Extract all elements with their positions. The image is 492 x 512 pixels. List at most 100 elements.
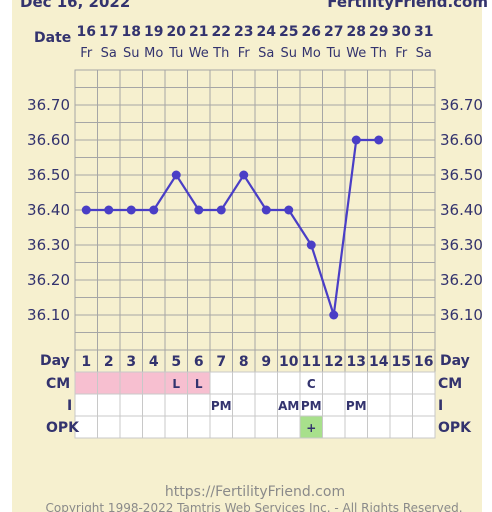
cm-cell-value: L: [195, 377, 203, 391]
date-label: Date: [34, 30, 71, 46]
date-number: 23: [234, 24, 253, 40]
y-tick-right: 36.20: [440, 271, 483, 289]
weekday-label: We: [189, 46, 209, 61]
i-cell: [389, 393, 413, 417]
y-tick-left: 36.20: [27, 271, 70, 289]
date-number: 16: [77, 24, 96, 40]
opk-cell-value: +: [306, 421, 316, 435]
opk-cell: [389, 415, 413, 439]
cm-cell: [74, 371, 98, 395]
y-tick-right: 36.50: [440, 166, 483, 184]
i-cell: [74, 393, 98, 417]
i-cell-value: AM: [278, 399, 299, 413]
i-row-label-right: I: [438, 398, 443, 414]
i-cell: [187, 393, 211, 417]
cycle-day-number: 5: [171, 354, 181, 370]
weekday-label: Mo: [302, 46, 321, 61]
i-cell: [97, 393, 121, 417]
opk-cell: [142, 415, 166, 439]
i-cell: [232, 393, 256, 417]
temperature-point: [261, 205, 271, 215]
y-tick-left: 36.70: [27, 96, 70, 114]
cm-cell: [412, 371, 436, 395]
temperature-point: [239, 170, 249, 180]
temperature-point: [104, 205, 114, 215]
cycle-day-number: 4: [149, 354, 159, 370]
cm-cell: [344, 371, 368, 395]
cm-cell: [232, 371, 256, 395]
cycle-day-number: 7: [216, 354, 226, 370]
opk-cell: [344, 415, 368, 439]
weekday-label: Fr: [80, 46, 93, 61]
date-number: 28: [347, 24, 366, 40]
weekday-label: Fr: [395, 46, 408, 61]
opk-cell: [322, 415, 346, 439]
cycle-day-number: 15: [392, 354, 411, 370]
weekday-label: Tu: [168, 46, 183, 61]
i-cell: [119, 393, 143, 417]
y-tick-left: 36.60: [27, 131, 70, 149]
y-tick-left: 36.10: [27, 306, 70, 324]
footer-copyright: Copyright 1998-2022 Tamtris Web Services…: [45, 501, 462, 512]
i-cell: [254, 393, 278, 417]
cycle-day-number: 11: [302, 354, 321, 370]
i-cell: [142, 393, 166, 417]
y-tick-left: 36.40: [27, 201, 70, 219]
cycle-day-number: 1: [81, 354, 91, 370]
weekday-label: We: [346, 46, 366, 61]
temperature-series: [81, 135, 384, 320]
date-number: 19: [144, 24, 163, 40]
opk-cell: [367, 415, 391, 439]
date-number: 17: [99, 24, 118, 40]
weekday-label: Th: [212, 46, 229, 61]
temperature-point: [284, 205, 294, 215]
temperature-point: [149, 205, 159, 215]
cycle-day-number: 13: [347, 354, 366, 370]
cycle-day-number: 12: [324, 354, 343, 370]
cm-cell: [119, 371, 143, 395]
y-tick-right: 36.40: [440, 201, 483, 219]
temperature-point: [374, 135, 384, 145]
i-cell: [367, 393, 391, 417]
i-row-label-left: I: [67, 398, 72, 414]
cm-cell: [277, 371, 301, 395]
y-tick-left: 36.50: [27, 166, 70, 184]
weekday-label: Sa: [101, 46, 117, 61]
opk-row-label-right: OPK: [438, 420, 472, 436]
cm-row-label-left: CM: [46, 376, 70, 392]
i-cell: [412, 393, 436, 417]
weekday-label: Fr: [238, 46, 251, 61]
cycle-day-number: 2: [104, 354, 114, 370]
opk-cell: [209, 415, 233, 439]
cm-cell: [97, 371, 121, 395]
temperature-point: [351, 135, 361, 145]
temperature-point: [216, 205, 226, 215]
date-number: 21: [189, 24, 208, 40]
day-row-label-right: Day: [440, 353, 470, 369]
cycle-day-number: 3: [126, 354, 136, 370]
temperature-point: [171, 170, 181, 180]
day-row-label-left: Day: [40, 353, 70, 369]
footer-url: https://FertilityFriend.com: [165, 484, 345, 500]
date-number: 30: [392, 24, 412, 40]
date-number: 29: [369, 24, 388, 40]
opk-cell: [164, 415, 188, 439]
cycle-day-number: 14: [369, 354, 389, 370]
opk-row-label-left: OPK: [46, 420, 80, 436]
weekday-label: Su: [123, 46, 140, 61]
temperature-point: [81, 205, 91, 215]
y-axis-left: 36.70 36.60 36.50 36.40 36.30 36.20 36.10: [27, 96, 70, 324]
i-cell-value: PM: [211, 399, 232, 413]
temperature-point: [194, 205, 204, 215]
chart-title-date: Dec 16, 2022: [20, 0, 130, 11]
weekday-label: Th: [370, 46, 387, 61]
opk-cell: [119, 415, 143, 439]
date-number: 25: [279, 24, 298, 40]
cycle-day-number: 8: [239, 354, 249, 370]
opk-cell: [412, 415, 436, 439]
cycle-day-number: 9: [261, 354, 271, 370]
cm-cell: [254, 371, 278, 395]
y-tick-right: 36.30: [440, 236, 483, 254]
cycle-day-number: 6: [194, 354, 204, 370]
